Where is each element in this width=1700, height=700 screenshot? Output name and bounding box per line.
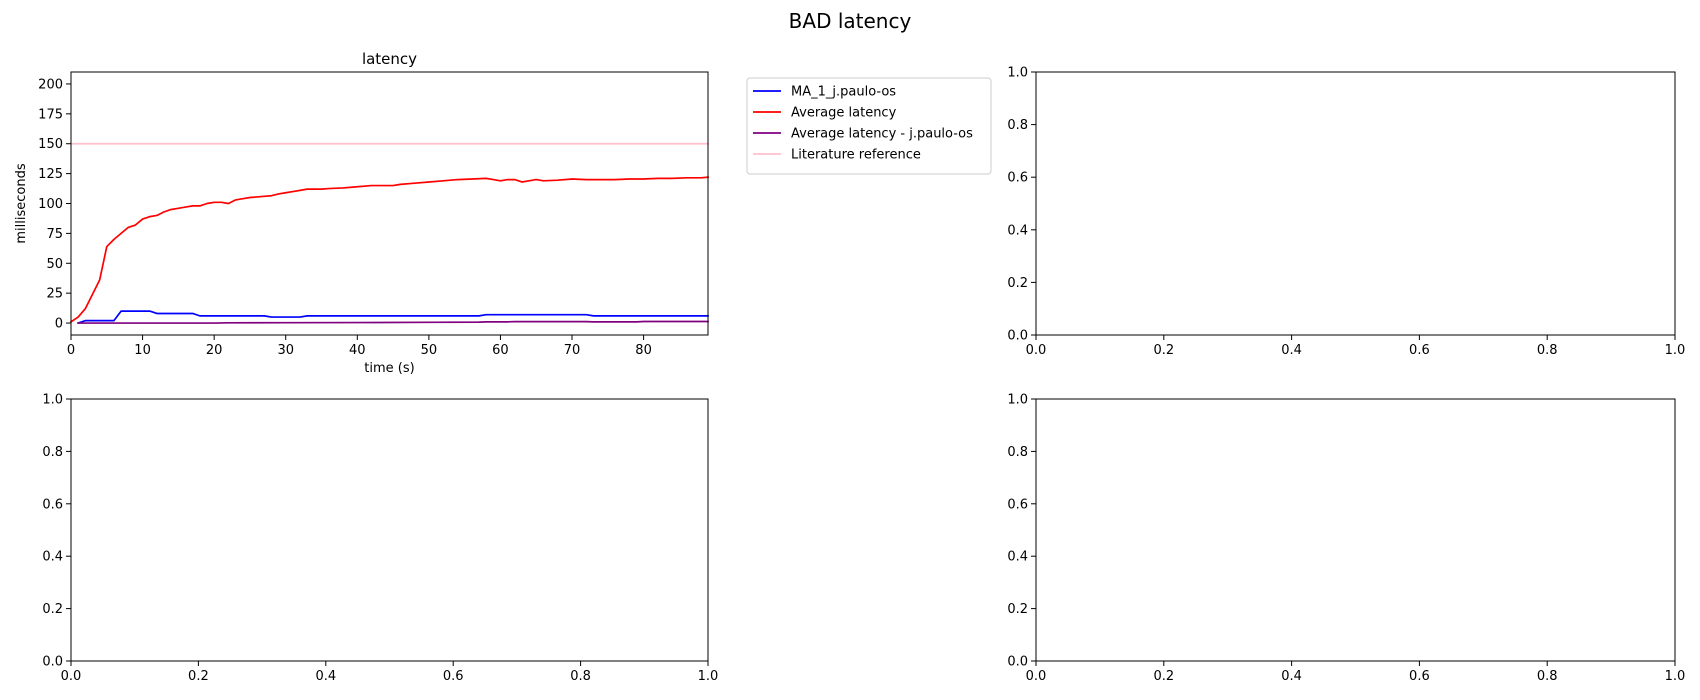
y-tick-label: 150 xyxy=(38,137,63,152)
x-tick-label: 20 xyxy=(206,343,223,358)
axes-frame xyxy=(70,398,709,662)
plot-area xyxy=(1036,399,1675,661)
subplot-title: latency xyxy=(362,50,417,68)
x-tick-label: 1.0 xyxy=(1665,669,1686,684)
y-axis-label: milliseconds xyxy=(14,163,29,243)
y-tick-label: 0.0 xyxy=(1007,329,1028,344)
y-tick-label: 0.2 xyxy=(1007,276,1028,291)
x-tick-label: 0.4 xyxy=(1281,669,1302,684)
legend-box xyxy=(746,77,992,175)
x-tick-label: 60 xyxy=(492,343,509,358)
plot-area xyxy=(71,72,708,335)
y-tick-label: 0.8 xyxy=(1007,118,1028,133)
x-axis-label: time (s) xyxy=(364,361,414,376)
y-tick-label: 0.6 xyxy=(1007,497,1028,512)
x-tick-label: 0.6 xyxy=(1409,669,1430,684)
y-tick-label: 1.0 xyxy=(1007,66,1028,81)
x-tick-label: 80 xyxy=(635,343,652,358)
x-tick-label: 0.4 xyxy=(315,669,336,684)
y-tick-label: 0.4 xyxy=(1007,223,1028,238)
x-tick-label: 0.0 xyxy=(1026,669,1047,684)
legend-label: MA_1_j.paulo-os xyxy=(791,85,896,100)
axes-layer: 0 10 20 30 40 50 60 70 80 0 25 50 75 100 125 150 175 200 l… xyxy=(14,50,1685,684)
x-tick-label: 0.8 xyxy=(1537,343,1558,358)
series-line-ma-1-j-paulo-os xyxy=(77,310,709,325)
plot-area xyxy=(71,399,708,661)
y-tick-label: 50 xyxy=(46,257,63,272)
y-tick-label: 0.8 xyxy=(1007,445,1028,460)
x-tick-label: 0.4 xyxy=(1281,343,1302,358)
legend-label: Average latency xyxy=(791,106,897,121)
y-tick-label: 25 xyxy=(46,287,63,302)
axes-frame xyxy=(1035,71,1676,336)
y-tick-label: 175 xyxy=(38,107,63,122)
y-tick-label: 0 xyxy=(55,317,63,332)
subplot-1: 0 10 20 30 40 50 60 70 80 0 25 50 75 100 125 150 175 200 l… xyxy=(14,50,992,376)
y-tick-label: 0.2 xyxy=(1007,602,1028,617)
plot-area xyxy=(1036,72,1675,335)
x-tick-label: 10 xyxy=(134,343,151,358)
figure-suptitle: BAD latency xyxy=(789,9,912,33)
y-tick-label: 0.8 xyxy=(42,445,63,460)
x-tick-label: 0.6 xyxy=(1409,343,1430,358)
x-tick-label: 50 xyxy=(421,343,438,358)
x-tick-label: 0.0 xyxy=(1026,343,1047,358)
subplot-4: 0.0 0.2 0.4 0.6 0.8 1.0 0.0 0.2 0.4 0.6 0.8 1.0 xyxy=(1007,393,1685,685)
y-tick-label: 0.6 xyxy=(42,497,63,512)
y-tick-label: 0.4 xyxy=(42,550,63,565)
y-tick-label: 0.2 xyxy=(42,602,63,617)
x-tick-label: 0.8 xyxy=(570,669,591,684)
y-tick-label: 200 xyxy=(38,77,63,92)
x-tick-label: 0 xyxy=(67,343,75,358)
legend-label: Literature reference xyxy=(791,148,921,163)
y-tick-label: 1.0 xyxy=(42,393,63,408)
y-tick-label: 125 xyxy=(38,167,63,182)
x-tick-label: 0.2 xyxy=(1153,343,1174,358)
y-tick-label: 0.6 xyxy=(1007,171,1028,186)
x-tick-label: 0.2 xyxy=(188,669,209,684)
x-tick-label: 0.2 xyxy=(1153,669,1174,684)
y-tick-label: 0.0 xyxy=(1007,655,1028,670)
x-tick-label: 0.8 xyxy=(1537,669,1558,684)
legend-label: Average latency - j.paulo-os xyxy=(791,127,973,142)
subplot-2: 0.0 0.2 0.4 0.6 0.8 1.0 0.0 0.2 0.4 0.6 0.8 1.0 xyxy=(1007,66,1685,359)
y-tick-label: 1.0 xyxy=(1007,393,1028,408)
x-tick-label: 1.0 xyxy=(698,669,719,684)
y-tick-label: 0.4 xyxy=(1007,550,1028,565)
series-line-average-latency xyxy=(69,176,709,324)
axes-frame xyxy=(1035,398,1676,662)
y-tick-label: 0.0 xyxy=(42,655,63,670)
x-tick-label: 70 xyxy=(564,343,581,358)
x-tick-label: 1.0 xyxy=(1665,343,1686,358)
x-tick-label: 40 xyxy=(349,343,366,358)
y-tick-label: 75 xyxy=(46,227,63,242)
subplot-3: 0.0 0.2 0.4 0.6 0.8 1.0 0.0 0.2 0.4 0.6 0.8 1.0 xyxy=(42,393,718,685)
series-line-average-latency-j-paulo-os xyxy=(77,320,709,324)
legend: MA_1_j.paulo-os Average latency Average la… xyxy=(746,77,992,175)
x-tick-label: 0.6 xyxy=(443,669,464,684)
x-tick-label: 0.0 xyxy=(61,669,82,684)
y-tick-label: 100 xyxy=(38,197,63,212)
x-tick-label: 30 xyxy=(277,343,294,358)
